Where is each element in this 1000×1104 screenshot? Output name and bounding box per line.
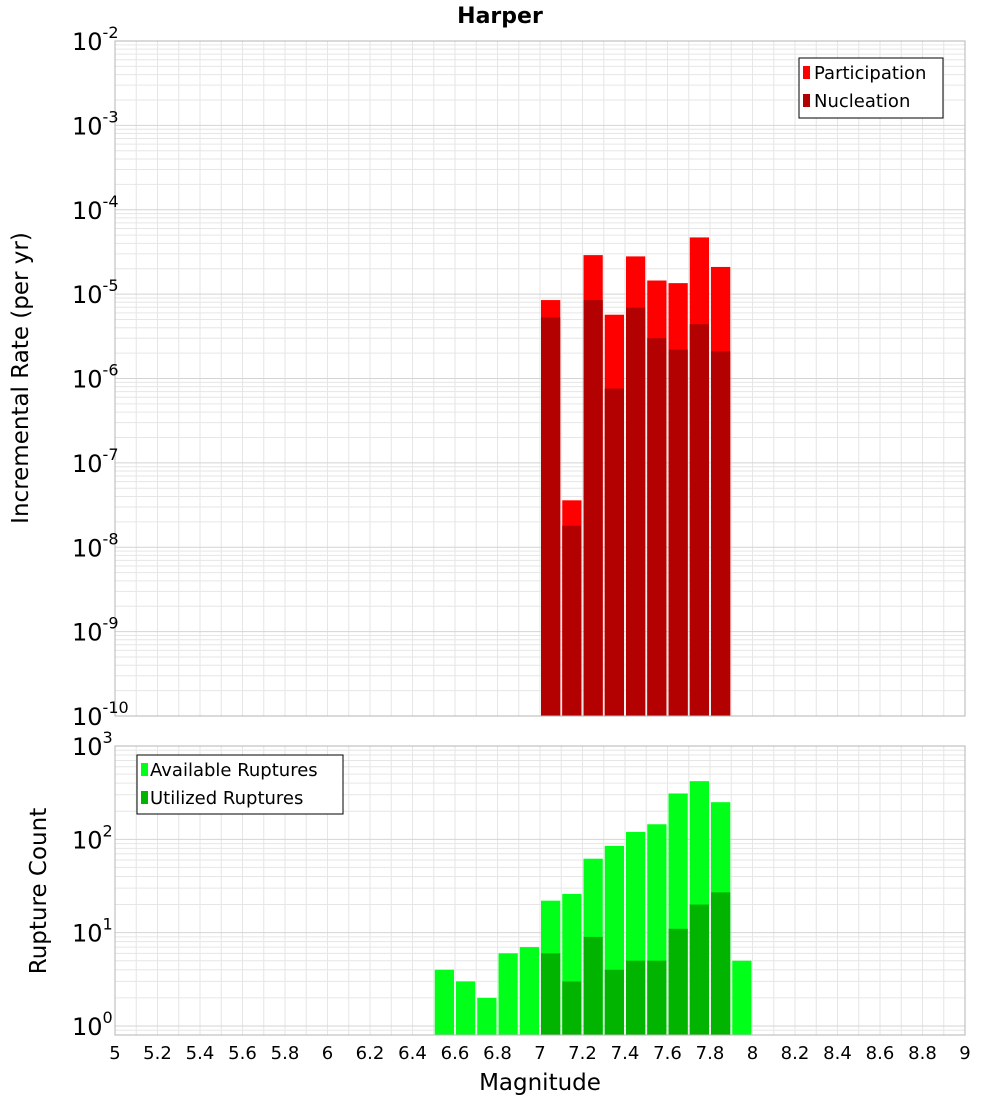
x-tick-8: 6.6 <box>441 1043 470 1064</box>
bottom-y-tick-1: 101 <box>72 915 113 948</box>
count-b-bar-9 <box>626 960 646 1035</box>
rate-b-bar-0 <box>541 317 561 716</box>
x-tick-19: 8.8 <box>908 1043 937 1064</box>
count-b-bar-11 <box>668 928 688 1035</box>
rate-b-bar-3 <box>604 388 624 716</box>
x-tick-9: 6.8 <box>483 1043 512 1064</box>
top-y-axis-label: Incremental Rate (per yr) <box>8 232 34 524</box>
legend-label-utilized: Utilized Ruptures <box>150 788 303 809</box>
rate-b-bar-2 <box>583 300 603 716</box>
x-tick-18: 8.6 <box>866 1043 895 1064</box>
top-plot-frame <box>114 40 966 717</box>
top-y-tick-3: 10-7 <box>72 445 119 478</box>
rate-b-bar-1 <box>562 525 582 716</box>
top-grid <box>114 41 966 717</box>
x-tick-3: 5.6 <box>228 1043 257 1064</box>
count-b-bar-7 <box>583 936 603 1035</box>
count-a-bar-4 <box>519 947 539 1035</box>
x-tick-4: 5.8 <box>271 1043 300 1064</box>
count-b-bar-10 <box>647 960 667 1035</box>
legend-label-available: Available Ruptures <box>150 760 318 781</box>
legend-swatch-utilized <box>141 791 148 804</box>
x-tick-10: 7 <box>534 1043 545 1064</box>
x-tick-1: 5.2 <box>143 1043 172 1064</box>
x-tick-12: 7.4 <box>611 1043 640 1064</box>
count-a-bar-3 <box>498 953 518 1035</box>
top-y-tick-5: 10-5 <box>72 276 119 309</box>
x-tick-13: 7.6 <box>653 1043 682 1064</box>
top-y-tick-4: 10-6 <box>72 361 119 394</box>
bottom-y-tick-2: 102 <box>72 821 113 854</box>
x-tick-2: 5.4 <box>186 1043 215 1064</box>
rate-b-bar-4 <box>626 307 646 716</box>
rate-b-bar-6 <box>668 349 688 716</box>
x-tick-11: 7.2 <box>568 1043 597 1064</box>
count-a-bar-2 <box>477 997 497 1035</box>
bottom-y-tick-labels: 100 101 102 103 <box>72 728 113 1041</box>
rate-b-bar-5 <box>647 338 667 716</box>
count-a-bar-1 <box>456 981 476 1035</box>
count-b-bar-12 <box>689 904 709 1035</box>
top-y-tick-1: 10-9 <box>72 614 119 647</box>
bottom-y-tick-0: 100 <box>72 1008 113 1041</box>
top-legend: Participation Nucleation <box>798 57 944 119</box>
x-tick-5: 6 <box>322 1043 333 1064</box>
x-tick-0: 5 <box>109 1043 120 1064</box>
count-b-bar-5 <box>541 953 561 1035</box>
chart-title: Harper <box>457 4 543 29</box>
bottom-y-tick-3: 103 <box>72 728 113 761</box>
bottom-y-axis-label: Rupture Count <box>26 808 52 974</box>
x-tick-20: 9 <box>959 1043 970 1064</box>
count-b-bar-13 <box>711 892 731 1035</box>
top-y-tick-7: 10-3 <box>72 107 119 140</box>
top-y-tick-labels: 10-10 10-9 10-8 10-7 10-6 10-5 10-4 10-3 10-2 <box>72 23 129 731</box>
top-y-tick-8: 10-2 <box>72 23 119 56</box>
x-tick-17: 8.4 <box>823 1043 852 1064</box>
top-y-tick-0: 10-10 <box>72 698 129 731</box>
count-b-bar-6 <box>562 981 582 1035</box>
top-y-tick-6: 10-4 <box>72 192 119 225</box>
x-tick-14: 7.8 <box>696 1043 725 1064</box>
top-bars <box>541 237 731 716</box>
count-a-bar-14 <box>732 960 752 1035</box>
rate-b-bar-7 <box>689 324 709 716</box>
bottom-legend: Available Ruptures Utilized Ruptures <box>136 754 344 815</box>
bottom-bars <box>434 781 752 1035</box>
bottom-plot-frame <box>114 745 966 1036</box>
x-tick-6: 6.2 <box>356 1043 385 1064</box>
x-axis-label: Magnitude <box>479 1070 601 1096</box>
count-b-bar-8 <box>604 969 624 1035</box>
legend-label-nucleation: Nucleation <box>814 91 910 112</box>
x-tick-labels: 5 5.2 5.4 5.6 5.8 6 6.2 6.4 6.6 6.8 7 7.2 7.4 7.6 7.8 8… <box>109 1043 970 1064</box>
legend-label-participation: Participation <box>814 63 926 84</box>
count-a-bar-0 <box>434 969 454 1035</box>
legend-swatch-participation <box>803 66 810 79</box>
x-tick-7: 6.4 <box>398 1043 427 1064</box>
x-tick-16: 8.2 <box>781 1043 810 1064</box>
top-y-tick-2: 10-8 <box>72 529 119 562</box>
legend-swatch-available <box>141 763 148 776</box>
legend-swatch-nucleation <box>803 94 810 107</box>
x-tick-15: 8 <box>747 1043 758 1064</box>
rate-b-bar-8 <box>711 351 731 716</box>
